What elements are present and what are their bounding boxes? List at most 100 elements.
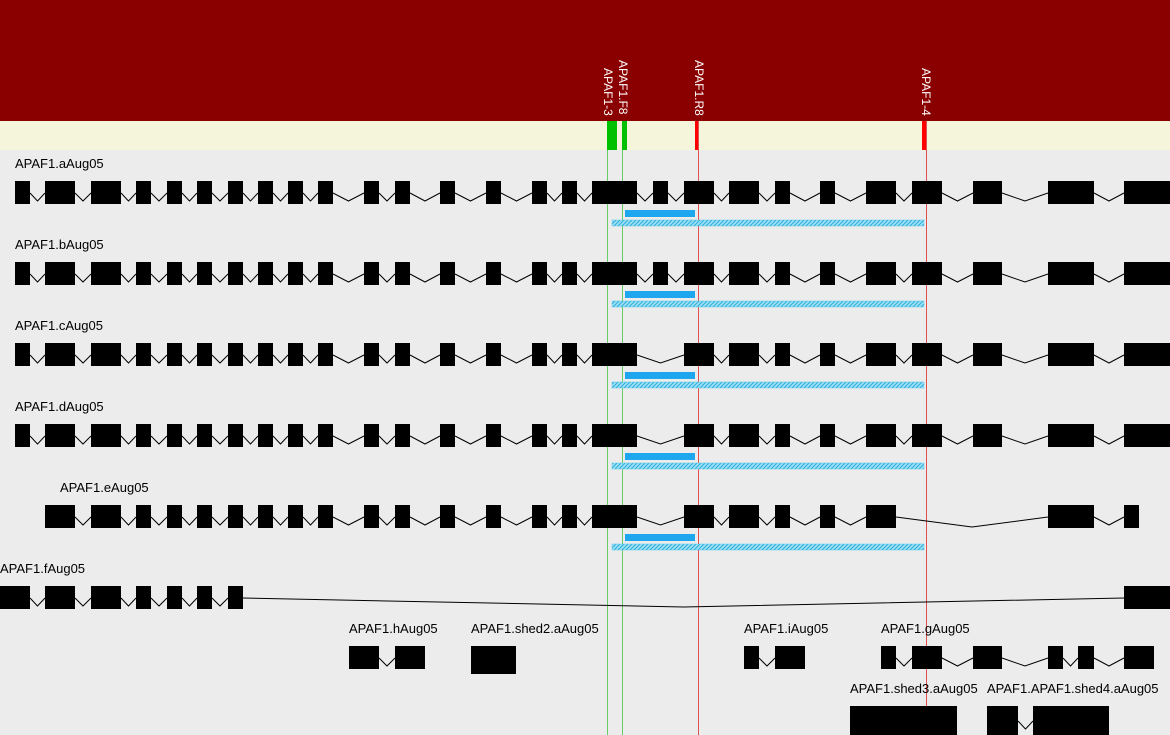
exon-block xyxy=(364,424,379,447)
exon-block xyxy=(973,181,1002,204)
exon-block xyxy=(228,181,243,204)
intron-line xyxy=(546,435,563,445)
intron-line xyxy=(242,354,259,364)
exon-block xyxy=(1048,343,1094,366)
exon-block xyxy=(684,505,714,528)
transcript-label-shed3[interactable]: APAF1.shed3.aAug05 xyxy=(850,681,978,696)
primer-label-apaf1-r8: APAF1.R8 xyxy=(692,60,706,116)
intron-line xyxy=(272,435,289,445)
intron-line xyxy=(941,657,974,667)
intron-line xyxy=(454,516,487,526)
exon-block xyxy=(288,343,303,366)
exon-block xyxy=(258,343,273,366)
transcript-track xyxy=(45,505,1139,551)
intron-line xyxy=(1093,657,1125,667)
intron-line xyxy=(120,597,137,607)
exon-block xyxy=(197,586,212,609)
exon-block xyxy=(228,343,243,366)
exon-block xyxy=(318,181,333,204)
exon-block xyxy=(1124,586,1170,609)
intron-line xyxy=(636,516,685,526)
exon-block xyxy=(684,343,714,366)
amplicon-long xyxy=(611,300,925,308)
exon-block xyxy=(820,262,835,285)
intron-line xyxy=(454,354,487,364)
transcript-label-shed4[interactable]: APAF1.APAF1.shed4.aAug05 xyxy=(987,681,1159,696)
intron-line xyxy=(74,192,92,202)
exon-block xyxy=(91,343,121,366)
primer-mark xyxy=(695,121,698,150)
intron-line xyxy=(242,435,259,445)
exon-block xyxy=(775,181,790,204)
intron-line xyxy=(378,273,396,283)
intron-line xyxy=(454,192,487,202)
exon-block xyxy=(197,505,212,528)
intron-line xyxy=(332,192,365,202)
transcript-tracks xyxy=(0,181,1170,735)
exon-block xyxy=(486,181,501,204)
intron-line xyxy=(302,516,319,526)
intron-line xyxy=(1093,354,1125,364)
transcript-label-c[interactable]: APAF1.cAug05 xyxy=(15,318,103,333)
intron-line xyxy=(713,516,730,526)
intron-line xyxy=(74,354,92,364)
transcript-label-f[interactable]: APAF1.fAug05 xyxy=(0,561,85,576)
intron-line xyxy=(941,192,974,202)
exon-block xyxy=(395,646,425,669)
intron-line xyxy=(1001,354,1049,364)
exon-block xyxy=(167,181,182,204)
exon-block xyxy=(197,343,212,366)
intron-line xyxy=(302,354,319,364)
exon-block xyxy=(91,586,121,609)
intron-line xyxy=(834,273,867,283)
exon-block xyxy=(228,586,243,609)
exon-block xyxy=(866,343,896,366)
exon-block xyxy=(912,343,942,366)
transcript-label-i[interactable]: APAF1.iAug05 xyxy=(744,621,828,636)
primer-label-apaf1-3: APAF1-3 xyxy=(601,68,615,116)
exon-block xyxy=(684,262,714,285)
intron-line xyxy=(758,435,776,445)
exon-block xyxy=(912,262,942,285)
transcript-label-shed2[interactable]: APAF1.shed2.aAug05 xyxy=(471,621,599,636)
intron-line xyxy=(378,657,396,667)
exon-block xyxy=(775,646,805,669)
intron-line xyxy=(74,516,92,526)
exon-block xyxy=(395,181,410,204)
intron-line xyxy=(29,354,46,364)
exon-block xyxy=(228,262,243,285)
intron-line xyxy=(1001,657,1049,667)
exon-block xyxy=(167,424,182,447)
intron-line xyxy=(576,192,593,202)
exon-block xyxy=(364,343,379,366)
exon-block xyxy=(136,262,151,285)
intron-line xyxy=(332,435,365,445)
intron-line xyxy=(29,192,46,202)
transcript-label-a[interactable]: APAF1.aAug05 xyxy=(15,156,104,171)
intron-line xyxy=(1001,192,1049,202)
exon-block xyxy=(1048,424,1094,447)
intron-line xyxy=(409,273,441,283)
exon-block xyxy=(653,262,668,285)
exon-block xyxy=(820,424,835,447)
intron-line xyxy=(211,192,229,202)
intron-line xyxy=(242,597,1125,608)
exon-block xyxy=(440,424,455,447)
transcript-label-e[interactable]: APAF1.eAug05 xyxy=(60,480,149,495)
transcript-label-h[interactable]: APAF1.hAug05 xyxy=(349,621,438,636)
exon-block xyxy=(136,181,151,204)
transcript-label-g[interactable]: APAF1.gAug05 xyxy=(881,621,970,636)
exon-block xyxy=(775,343,790,366)
intron-line xyxy=(378,435,396,445)
intron-line xyxy=(272,273,289,283)
transcript-label-d[interactable]: APAF1.dAug05 xyxy=(15,399,104,414)
transcript-track xyxy=(850,706,957,735)
exon-block xyxy=(486,505,501,528)
primer-labels: APAF1-3 APAF1.F8 APAF1.R8 APAF1-4 xyxy=(601,60,933,116)
intron-line xyxy=(789,273,821,283)
intron-line xyxy=(409,354,441,364)
intron-line xyxy=(74,273,92,283)
intron-line xyxy=(454,435,487,445)
transcript-label-b[interactable]: APAF1.bAug05 xyxy=(15,237,104,252)
